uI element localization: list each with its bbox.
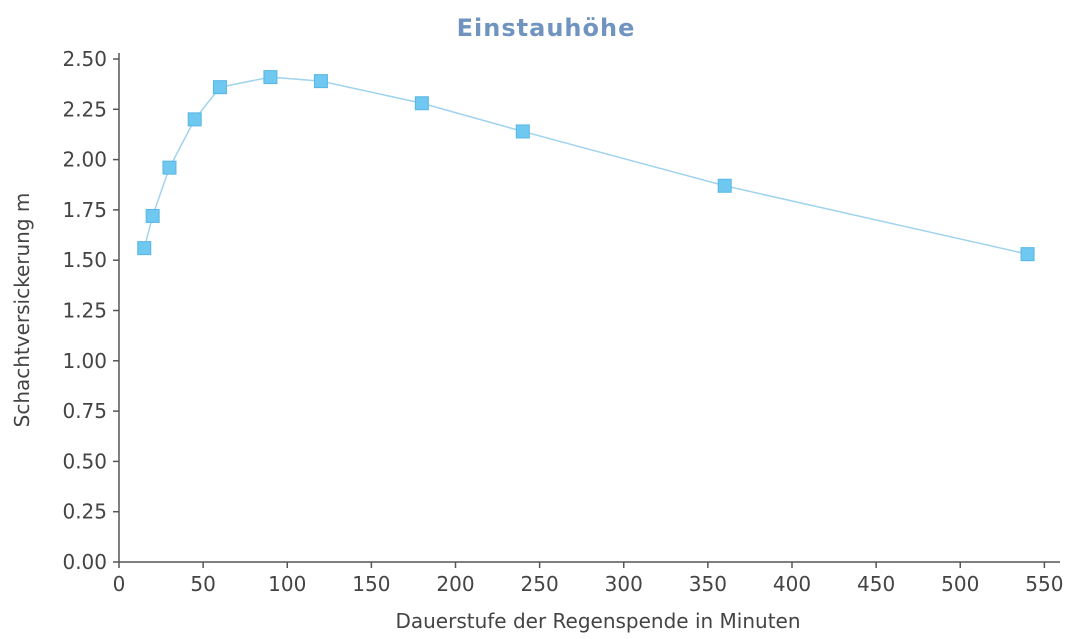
data-point bbox=[162, 160, 177, 175]
y-tick-label: 2.00 bbox=[62, 148, 107, 172]
data-point bbox=[145, 208, 160, 223]
data-point bbox=[313, 74, 328, 89]
data-point bbox=[717, 178, 732, 193]
series-line bbox=[143, 76, 1028, 255]
data-point bbox=[212, 80, 227, 95]
y-tick-label: 2.25 bbox=[62, 97, 107, 121]
x-tick-label: 550 bbox=[1025, 572, 1063, 596]
x-axis-label: Dauerstufe der Regenspende in Minuten bbox=[395, 609, 800, 633]
y-tick-label: 1.75 bbox=[62, 198, 107, 222]
x-tick-label: 200 bbox=[436, 572, 474, 596]
x-tick-label: 500 bbox=[941, 572, 979, 596]
x-tick-label: 0 bbox=[113, 572, 126, 596]
series-layer bbox=[137, 70, 1035, 262]
y-axis-label: Schachtversickerung m bbox=[10, 193, 34, 428]
data-point bbox=[1020, 247, 1035, 262]
y-tick-label: 1.50 bbox=[62, 248, 107, 272]
y-tick-label: 2.50 bbox=[62, 47, 107, 71]
data-point bbox=[263, 70, 278, 85]
y-tick-label: 0.75 bbox=[62, 399, 107, 423]
x-tick-label: 350 bbox=[689, 572, 727, 596]
x-tick-label: 100 bbox=[268, 572, 306, 596]
axes-layer: 0 50 100 150 200 250 300 350 400 450 500 550 0.00 0.2… bbox=[62, 47, 1063, 596]
y-tick-label: 0.00 bbox=[62, 550, 107, 574]
x-tick-label: 50 bbox=[190, 572, 215, 596]
data-point bbox=[515, 124, 530, 139]
x-tick-label: 450 bbox=[857, 572, 895, 596]
data-point bbox=[187, 112, 202, 127]
x-tick-label: 300 bbox=[605, 572, 643, 596]
y-tick-label: 1.00 bbox=[62, 349, 107, 373]
y-tick-label: 1.25 bbox=[62, 299, 107, 323]
y-tick-label: 0.25 bbox=[62, 500, 107, 524]
chart-title: Einstauhöhe bbox=[457, 14, 636, 42]
x-tick-label: 250 bbox=[521, 572, 559, 596]
data-point bbox=[414, 96, 429, 111]
data-point bbox=[137, 241, 152, 256]
y-tick-label: 0.50 bbox=[62, 449, 107, 473]
x-tick-label: 400 bbox=[773, 572, 811, 596]
x-tick-label: 150 bbox=[352, 572, 390, 596]
